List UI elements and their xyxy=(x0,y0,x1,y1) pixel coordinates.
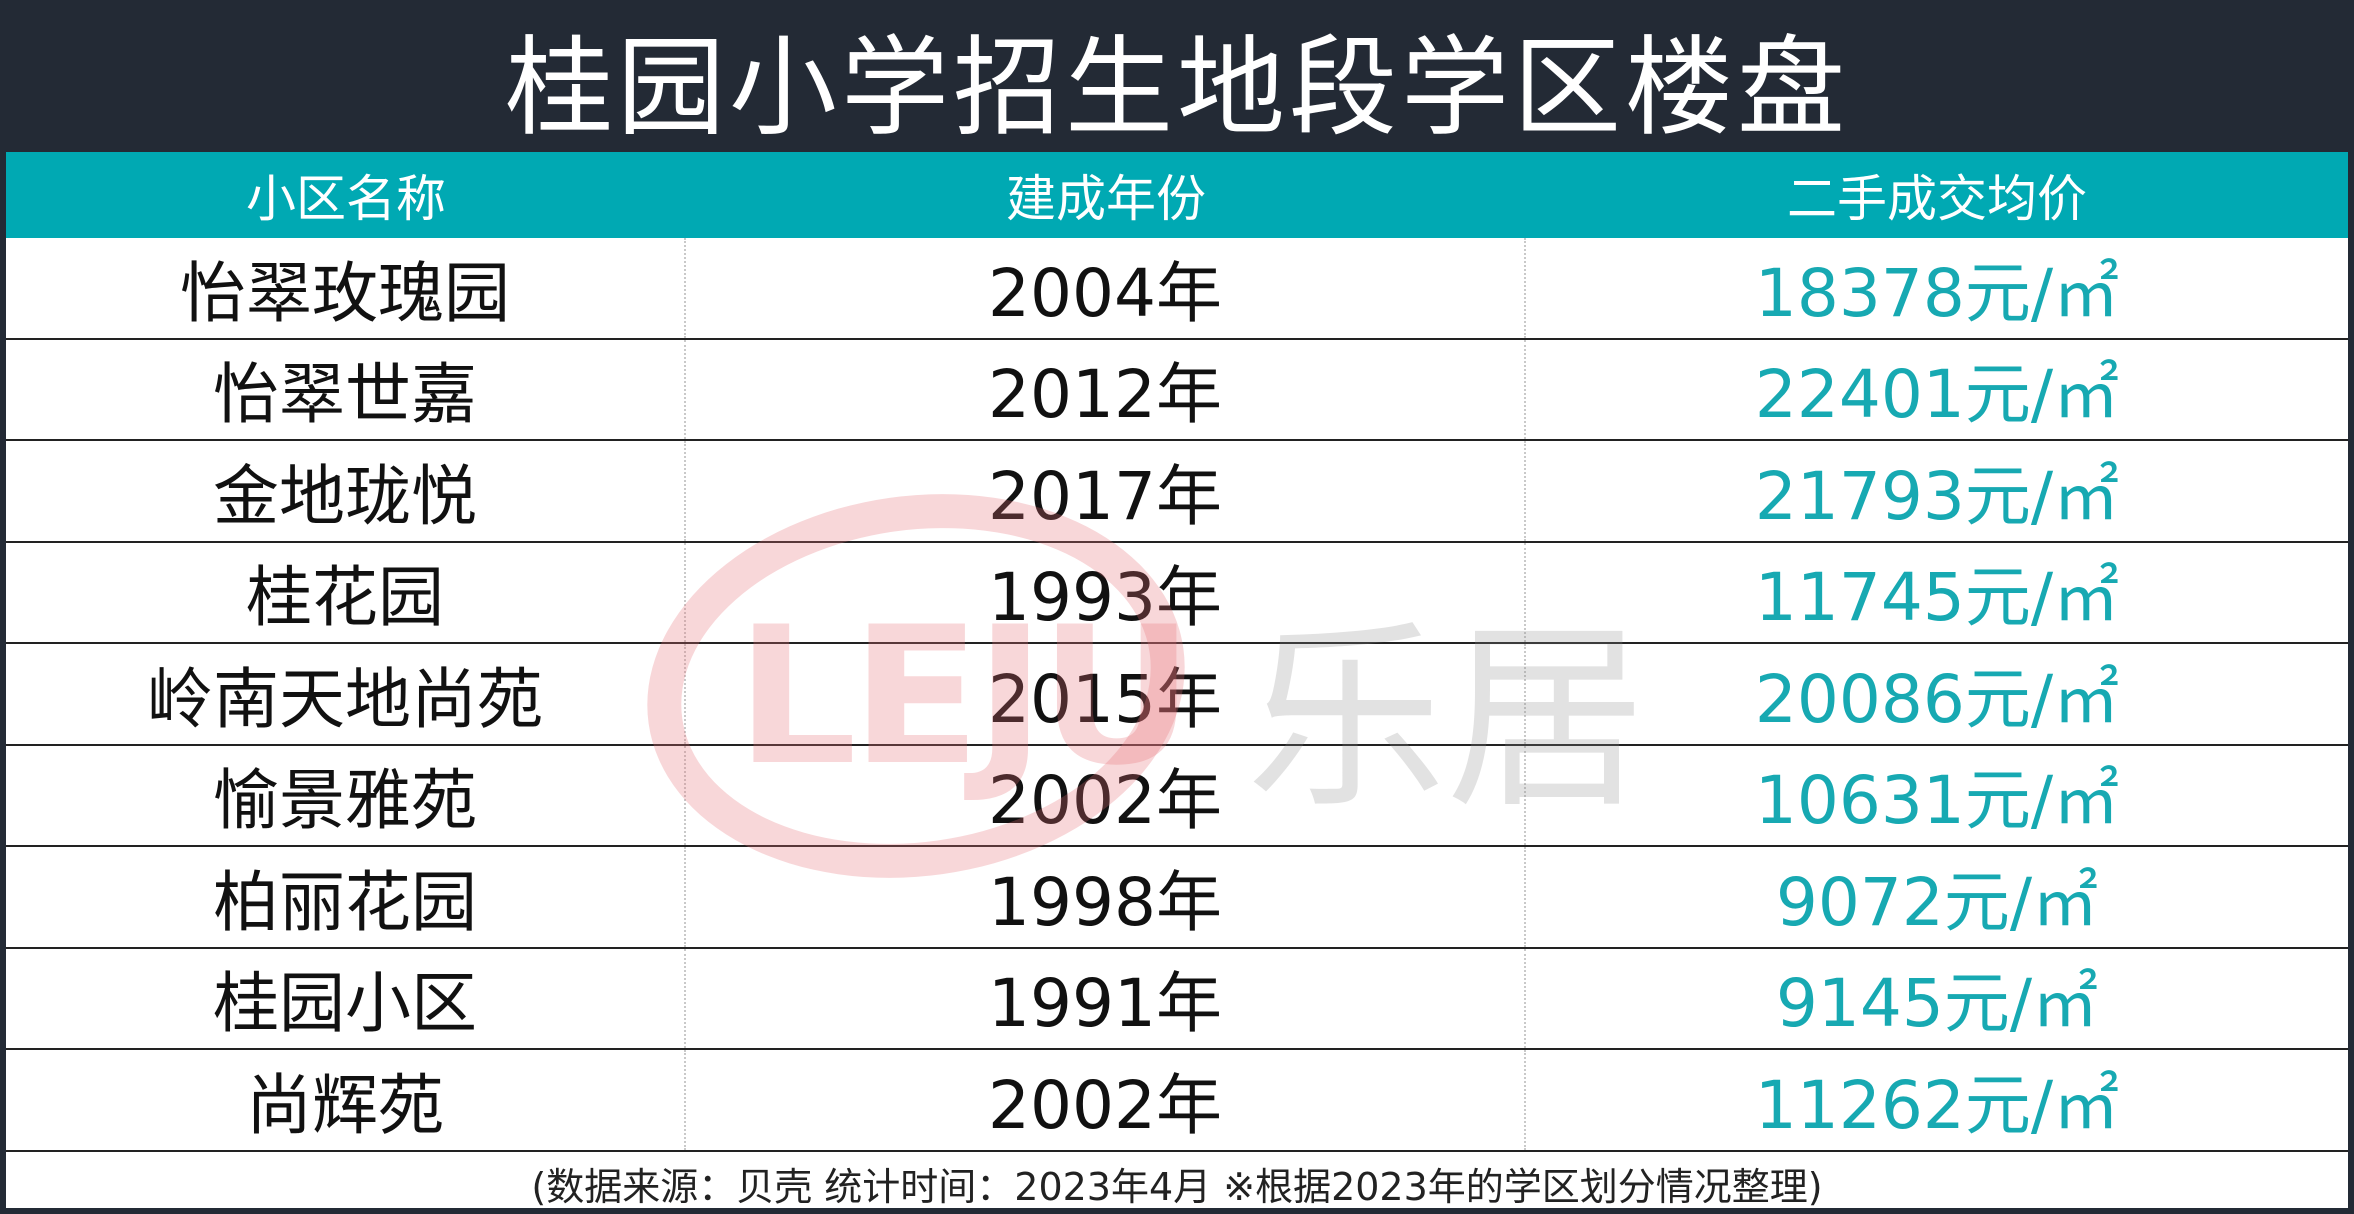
table-row: 怡翠玫瑰园 2004年 18378元/㎡ xyxy=(6,238,2348,340)
cell-price: 18378元/㎡ xyxy=(1754,254,2120,332)
table-row: 桂园小区 1991年 9145元/㎡ xyxy=(6,948,2348,1050)
cell-price: 9145元/㎡ xyxy=(1775,965,2099,1043)
cell-name: 岭南天地尚苑 xyxy=(6,644,686,744)
table-row: 岭南天地尚苑 2015年 20086元/㎡ xyxy=(6,644,2348,746)
table-row: 桂花园 1993年 11745元/㎡ xyxy=(6,542,2348,644)
cell-price: 22401元/㎡ xyxy=(1754,356,2120,434)
cell-year: 1998年 xyxy=(686,847,1526,947)
cell-price: 10631元/㎡ xyxy=(1754,762,2120,840)
cell-year: 2012年 xyxy=(686,339,1526,439)
page-title: 桂园小学招生地段学区楼盘 xyxy=(6,6,2348,152)
cell-name: 桂花园 xyxy=(6,542,686,642)
cell-price: 9072元/㎡ xyxy=(1775,863,2099,941)
cell-year: 2002年 xyxy=(686,1050,1526,1150)
cell-name: 怡翠世嘉 xyxy=(6,339,686,439)
table-header: 小区名称 建成年份 二手成交均价 xyxy=(6,152,2348,238)
cell-name: 愉景雅苑 xyxy=(6,745,686,845)
cell-name: 桂园小区 xyxy=(6,948,686,1048)
table-row: 愉景雅苑 2002年 10631元/㎡ xyxy=(6,745,2348,847)
table-body: 怡翠玫瑰园 2004年 18378元/㎡ 怡翠世嘉 2012年 22401元/㎡… xyxy=(6,238,2348,1152)
column-header-year: 建成年份 xyxy=(1006,170,1206,228)
cell-name: 金地珑悦 xyxy=(6,441,686,541)
cell-year: 2017年 xyxy=(686,441,1526,541)
cell-year: 1993年 xyxy=(686,542,1526,642)
cell-year: 2004年 xyxy=(686,238,1526,338)
column-header-name: 小区名称 xyxy=(246,170,446,228)
table-row: 尚辉苑 2002年 11262元/㎡ xyxy=(6,1050,2348,1152)
table-row: 金地珑悦 2017年 21793元/㎡ xyxy=(6,441,2348,543)
cell-name: 柏丽花园 xyxy=(6,847,686,947)
cell-price: 11262元/㎡ xyxy=(1754,1066,2120,1144)
cell-year: 1991年 xyxy=(686,948,1526,1048)
cell-year: 2015年 xyxy=(686,644,1526,744)
cell-year: 2002年 xyxy=(686,745,1526,845)
cell-price: 11745元/㎡ xyxy=(1754,559,2120,637)
column-header-price: 二手成交均价 xyxy=(1787,170,2087,228)
cell-name: 尚辉苑 xyxy=(6,1050,686,1150)
cell-price: 20086元/㎡ xyxy=(1754,660,2120,738)
source-footnote: (数据来源：贝壳 统计时间：2023年4月 ※根据2023年的学区划分情况整理) xyxy=(531,1164,1823,1209)
table-row: 柏丽花园 1998年 9072元/㎡ xyxy=(6,847,2348,949)
table-row: 怡翠世嘉 2012年 22401元/㎡ xyxy=(6,339,2348,441)
cell-price: 21793元/㎡ xyxy=(1754,457,2120,535)
cell-name: 怡翠玫瑰园 xyxy=(6,238,686,338)
